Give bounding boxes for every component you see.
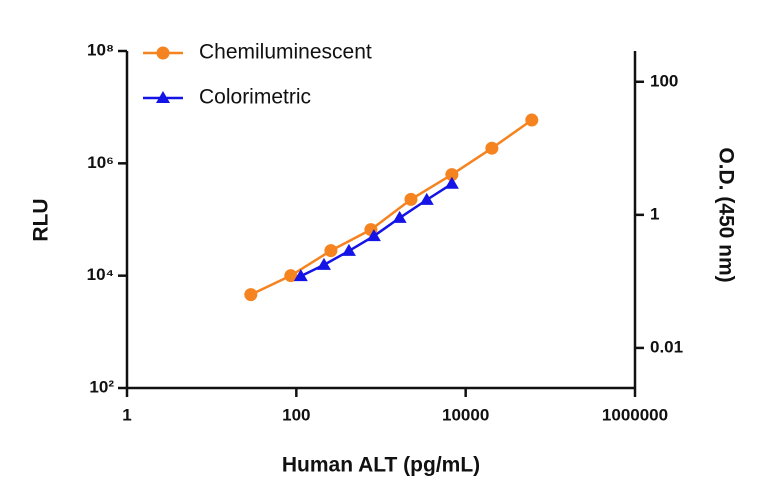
- marker: [293, 269, 308, 282]
- y2-tick-label: 100: [650, 71, 678, 90]
- y2-tick-label: 1: [650, 204, 659, 223]
- legend-marker: [156, 46, 170, 60]
- marker: [366, 229, 381, 242]
- marker: [244, 288, 258, 302]
- marker: [404, 192, 418, 206]
- legend-label: Chemiluminescent: [199, 41, 372, 64]
- y-tick-label: 10²: [89, 377, 114, 396]
- marker: [324, 244, 338, 258]
- x-tick-label: 1000000: [602, 405, 668, 424]
- marker: [525, 113, 539, 127]
- marker: [316, 257, 331, 270]
- marker: [341, 243, 356, 256]
- x-tick-label: 100: [282, 405, 310, 424]
- y-axis-title: RLU: [30, 198, 53, 241]
- y2-axis-title: O.D. (450 nm): [714, 147, 737, 282]
- marker: [445, 168, 459, 182]
- y-tick-label: 10⁸: [87, 40, 114, 59]
- marker: [485, 141, 499, 155]
- legend-marker: [156, 91, 170, 103]
- legend-label: Colorimetric: [199, 86, 311, 109]
- y2-tick-label: 0.01: [650, 337, 683, 356]
- marker: [284, 269, 298, 283]
- y-tick-label: 10⁴: [87, 265, 114, 284]
- x-tick-label: 1: [122, 405, 131, 424]
- marker: [419, 192, 434, 205]
- y-tick-label: 10⁶: [87, 153, 114, 172]
- x-axis-title: Human ALT (pg/mL): [282, 454, 480, 477]
- marker: [392, 210, 407, 223]
- x-tick-label: 10000: [442, 405, 489, 424]
- series-line: [250, 119, 533, 296]
- marker: [444, 176, 459, 189]
